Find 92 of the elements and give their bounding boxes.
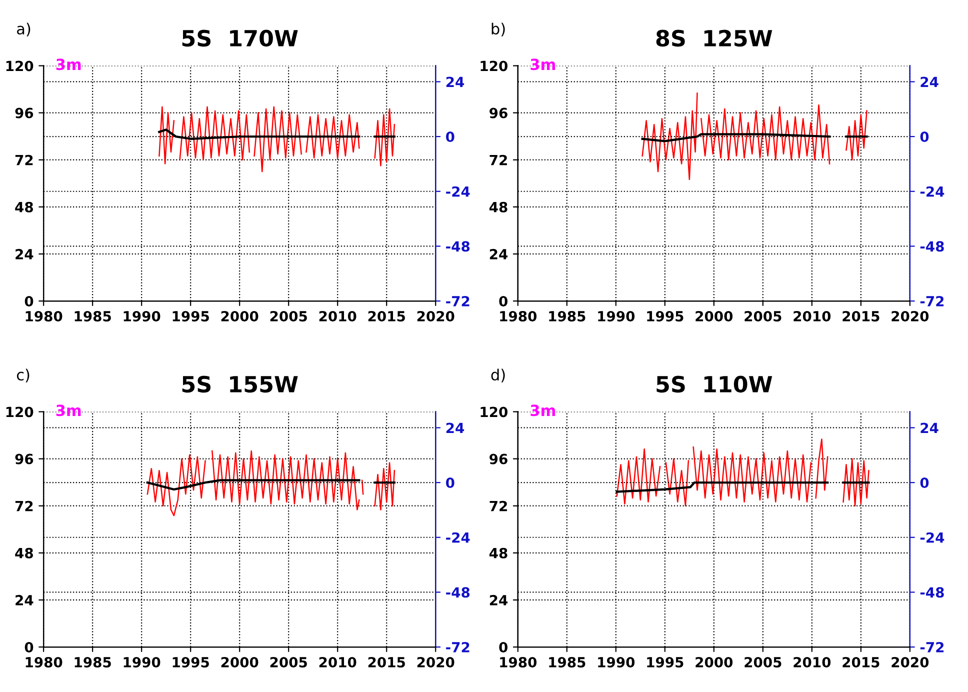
x-tick-label: 2000	[221, 656, 258, 668]
y2-tick-label: 0	[920, 478, 929, 488]
chart-title: 5S 155W	[182, 376, 298, 393]
y-tick-label: 72	[490, 154, 507, 166]
text: d)	[491, 368, 505, 382]
y-tick-label: 24	[16, 594, 34, 606]
x-tick-label: 2015	[842, 310, 880, 322]
y-tick-label: 96	[15, 108, 34, 118]
x-tick-label: 2000	[221, 310, 258, 322]
y2-tick-label: -72	[446, 296, 470, 306]
x-tick-label: 1985	[549, 310, 586, 322]
y-tick-label: 24	[16, 248, 34, 260]
y-tick-label: 72	[15, 154, 33, 166]
x-tick-label: 1995	[647, 311, 684, 322]
x-tick-label: 1995	[172, 311, 209, 322]
y2-tick-label: -24	[920, 186, 944, 197]
y-tick-label: 0	[24, 642, 34, 652]
x-tick-label: 2000	[696, 656, 733, 668]
y-tick-label: 24	[490, 594, 508, 606]
y-tick-label: 120	[6, 60, 34, 72]
y2-tick-label: 24	[920, 76, 938, 88]
y2-tick-label: -48	[920, 241, 944, 252]
x-tick-label: 1990	[598, 310, 635, 322]
x-tick-label: 2015	[368, 310, 405, 322]
y2-tick-label: 24	[446, 76, 464, 88]
text: c)	[16, 368, 30, 382]
y-tick-label: 96	[490, 454, 508, 464]
y-tick-label: 120	[6, 406, 34, 418]
chart-title: 5S 170W	[182, 30, 298, 47]
x-tick-label: 2010	[794, 310, 831, 322]
x-tick-label: 1995	[647, 657, 684, 668]
y-tick-label: 48	[489, 202, 508, 212]
y2-tick-label: -24	[920, 532, 944, 543]
x-tick-label: 2010	[319, 656, 356, 668]
annotation: 3m	[56, 58, 81, 70]
annotation: 3m	[56, 404, 81, 416]
y2-tick-label: -24	[446, 532, 470, 543]
x-tick-label: 2015	[842, 656, 880, 668]
y2-tick-label: -24	[446, 186, 470, 197]
y2-tick-label: 0	[920, 132, 929, 142]
y2-tick-label: -48	[920, 587, 944, 598]
x-tick-label: 2010	[319, 310, 356, 322]
x-tick-label: 2020	[417, 310, 454, 322]
x-tick-label: 1980	[500, 310, 537, 322]
x-tick-label: 1995	[172, 657, 209, 668]
y2-tick-label: 0	[446, 132, 454, 142]
x-tick-label: 2020	[892, 656, 929, 668]
y-tick-label: 24	[490, 248, 508, 260]
x-tick-label: 2005	[270, 310, 307, 322]
y-tick-label: 48	[15, 202, 33, 212]
x-tick-label: 1985	[74, 656, 111, 668]
y2-tick-label: 24	[446, 422, 464, 434]
y2-tick-label: -72	[920, 296, 944, 306]
y2-tick-label: 0	[446, 478, 454, 488]
x-tick-label: 2020	[417, 656, 454, 668]
x-tick-label: 1990	[124, 310, 160, 322]
x-tick-label: 1990	[124, 656, 160, 668]
y-tick-label: 96	[15, 454, 34, 464]
annotation: 3m	[530, 404, 555, 416]
y2-tick-label: -48	[446, 241, 470, 252]
chart-title: 8S 125W	[656, 30, 772, 47]
x-tick-label: 1980	[26, 656, 62, 668]
y-tick-label: 120	[480, 406, 508, 418]
y2-tick-label: -72	[920, 642, 944, 652]
annotation: 3m	[530, 58, 555, 70]
y2-tick-label: -48	[446, 587, 470, 598]
x-tick-label: 2005	[744, 656, 782, 668]
x-tick-label: 2020	[892, 310, 929, 322]
x-tick-label: 1985	[549, 656, 586, 668]
text: a)	[17, 22, 30, 36]
x-tick-label: 2010	[794, 656, 831, 668]
x-tick-label: 2015	[368, 656, 405, 668]
x-tick-label: 1990	[598, 656, 635, 668]
y-tick-label: 72	[490, 500, 507, 512]
y-tick-label: 48	[489, 548, 508, 558]
x-tick-label: 1980	[500, 656, 537, 668]
x-tick-label: 2000	[696, 310, 733, 322]
y2-tick-label: -72	[446, 642, 470, 652]
chart-title: 5S 110W	[656, 376, 772, 393]
y-tick-label: 96	[490, 108, 508, 118]
x-tick-label: 2005	[270, 656, 307, 668]
y-tick-label: 120	[480, 60, 508, 72]
x-tick-label: 1980	[26, 310, 62, 322]
x-tick-label: 2005	[744, 310, 782, 322]
y-tick-label: 48	[15, 548, 33, 558]
y-tick-label: 72	[15, 500, 33, 512]
x-tick-label: 1985	[74, 310, 111, 322]
text: b)	[492, 22, 505, 36]
y-tick-label: 0	[499, 296, 508, 306]
y2-tick-label: 24	[920, 422, 938, 434]
y-tick-label: 0	[24, 296, 34, 306]
y-tick-label: 0	[499, 642, 508, 652]
